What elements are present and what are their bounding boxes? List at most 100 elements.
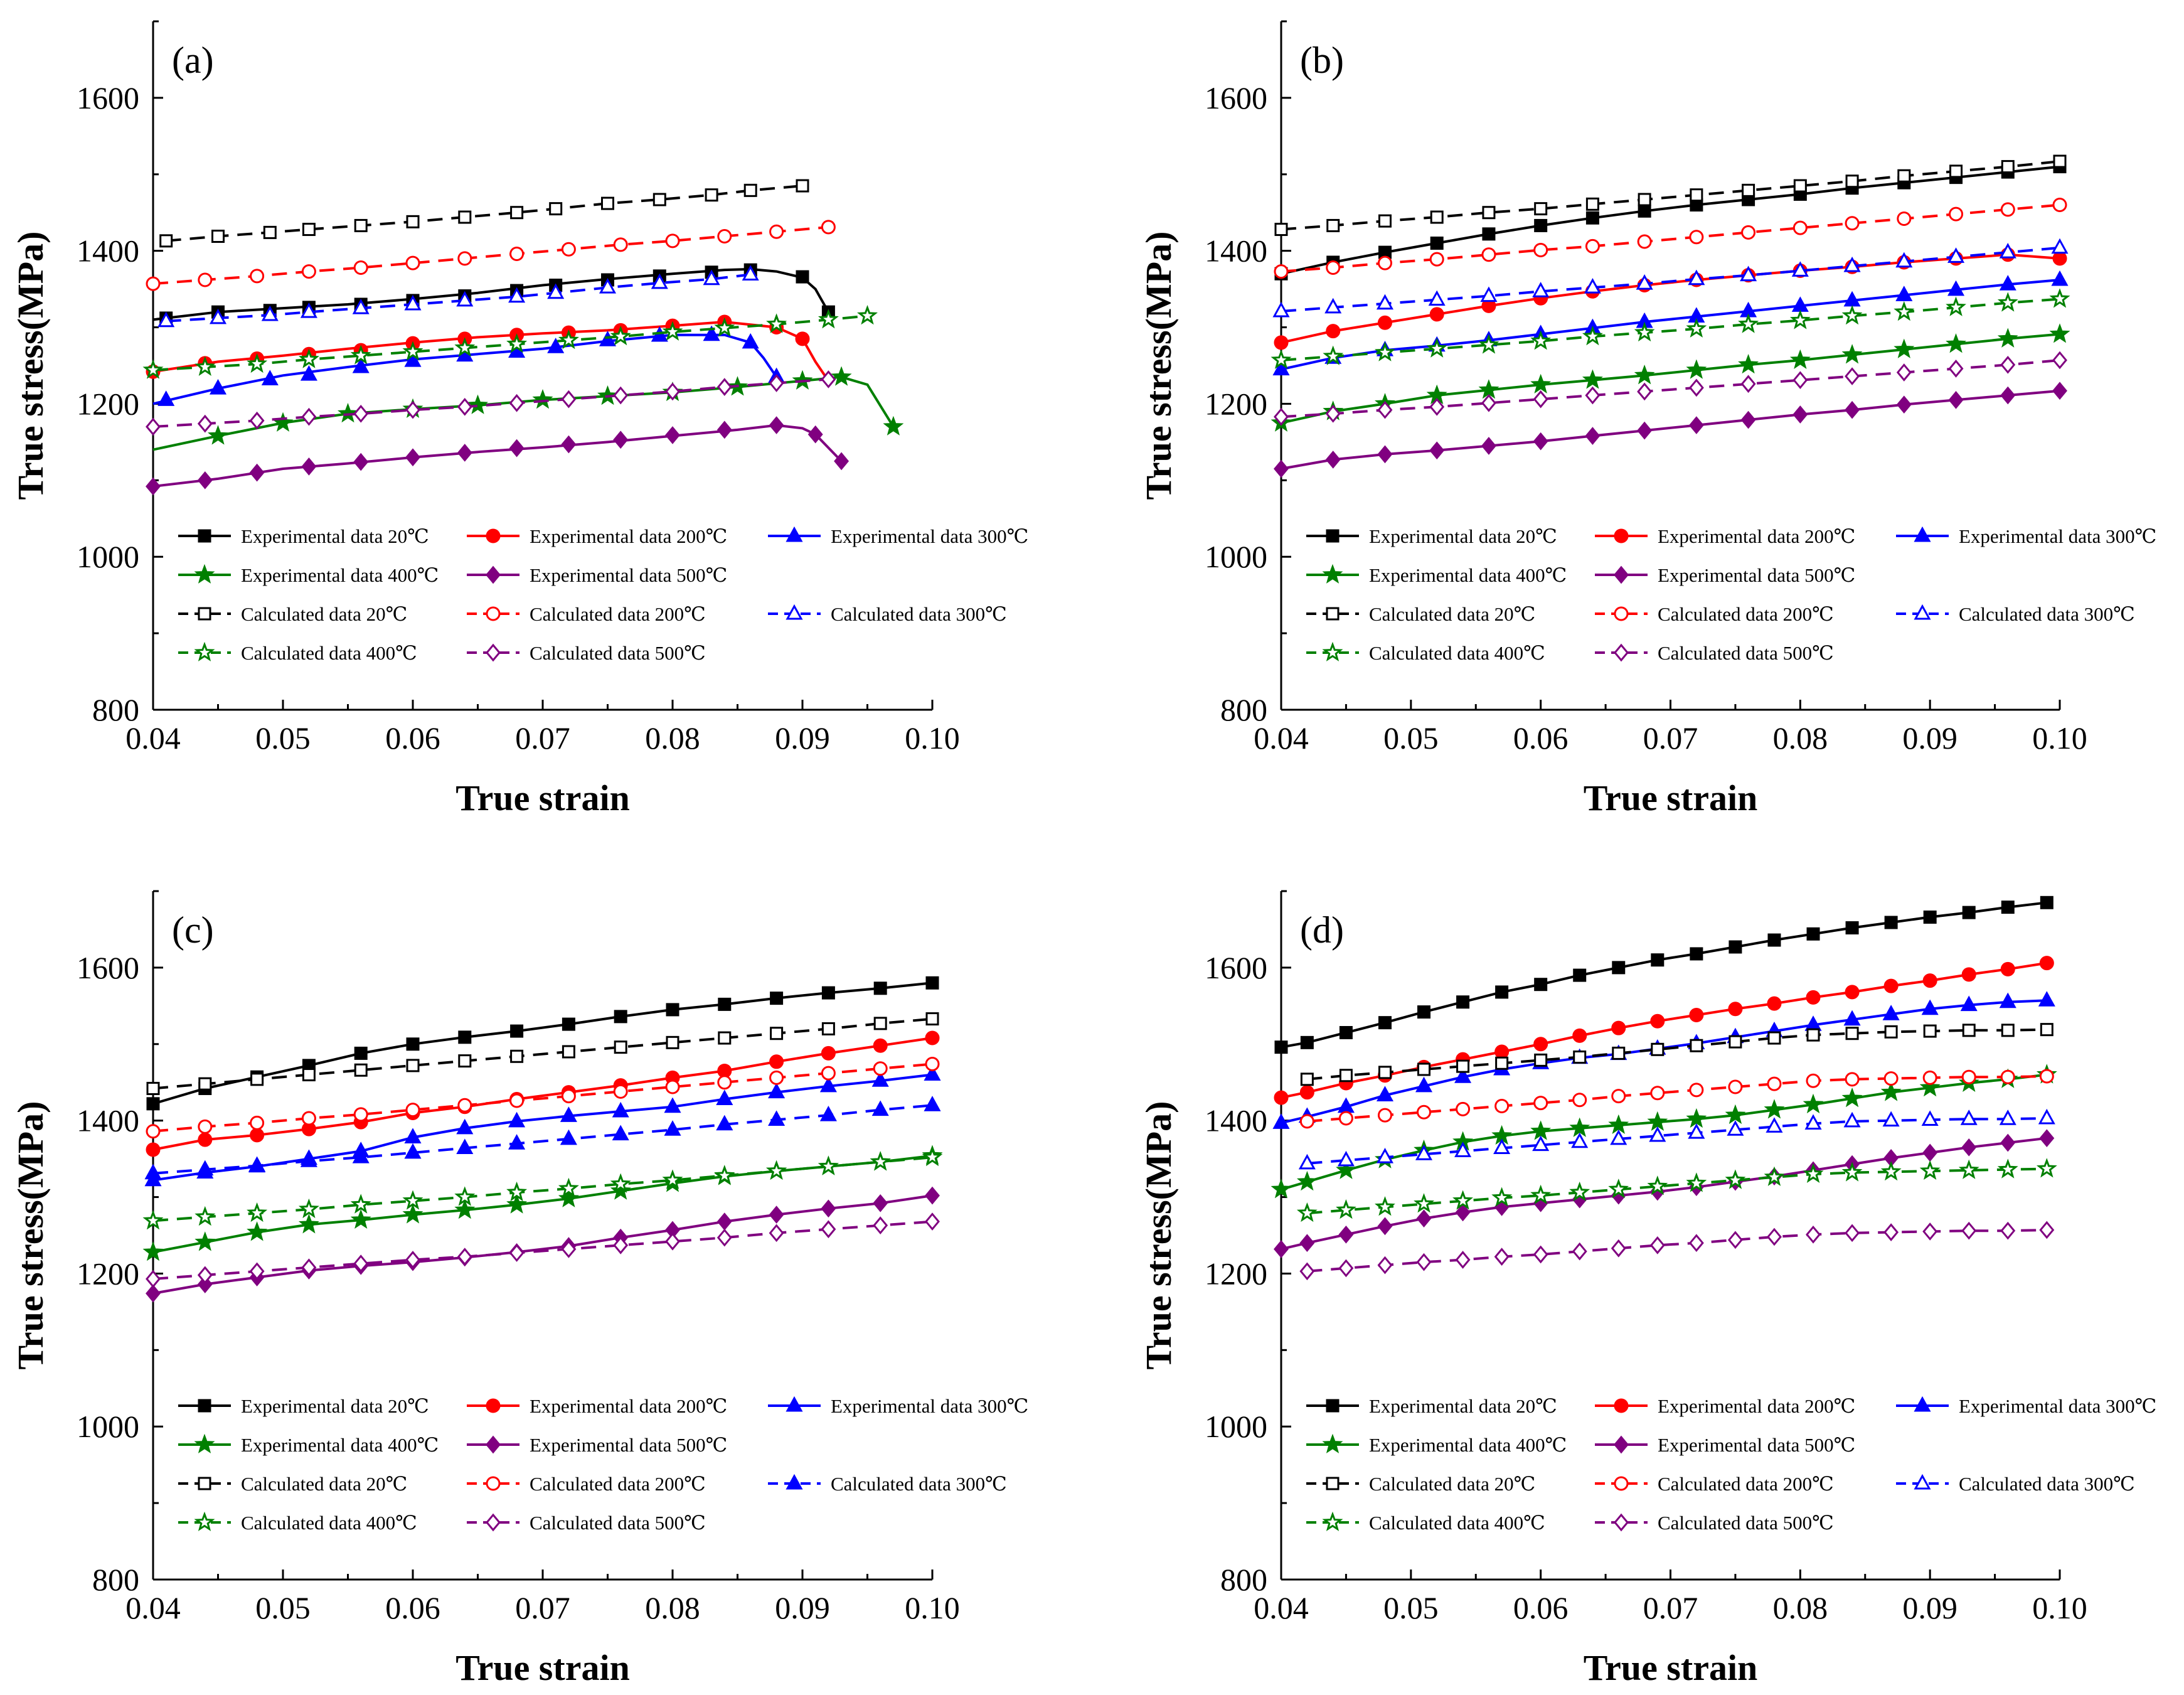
data-point-calc20: [302, 1068, 316, 1082]
data-point-calc300: [1740, 265, 1757, 282]
data-point-exp500: [1533, 432, 1548, 451]
data-point-calc400: [1764, 1166, 1785, 1186]
legend-marker: [1322, 1433, 1343, 1453]
data-point-exp20: [1482, 227, 1496, 241]
series-calc300: [157, 265, 759, 328]
legend-label: Calculated data 200℃: [1658, 603, 1834, 625]
data-point-exp20: [458, 1030, 472, 1044]
data-point-calc20: [1585, 197, 1599, 211]
legend-item-calc400: Calculated data 400℃: [1306, 1511, 1545, 1534]
data-point-exp200: [1274, 1090, 1289, 1105]
data-point-calc200: [1326, 260, 1341, 275]
legend-marker: [1914, 526, 1931, 542]
data-point-calc400: [194, 1206, 216, 1226]
data-point-calc20: [406, 215, 420, 228]
legend-marker: [1614, 1435, 1629, 1454]
data-point-exp400: [883, 415, 904, 436]
chart-panel-b: 800 1000 1200 1400 1600 0.04 0.05 0.06 0.07 0.08 0…: [1138, 20, 2156, 818]
data-point-calc20: [1300, 1072, 1314, 1086]
legend-item-calc500: Calculated data 500℃: [467, 642, 706, 664]
data-point-exp500: [1792, 405, 1808, 424]
legend-marker: [198, 607, 211, 621]
data-point-exp400: [1841, 344, 1863, 364]
legend-item-calc200: Calculated data 200℃: [1595, 1473, 1834, 1495]
data-point-exp500: [1896, 395, 1912, 414]
data-point-exp20: [718, 997, 732, 1011]
data-point-exp20: [1612, 961, 1626, 975]
data-point-calc400: [2049, 288, 2070, 308]
panel-label: (c): [172, 909, 214, 951]
data-point-calc400: [402, 341, 423, 361]
series-exp500: [146, 416, 850, 496]
series-line-exp20: [1281, 165, 2060, 275]
legend-item-calc20: Calculated data 20℃: [1306, 603, 1535, 625]
data-point-calc20: [653, 193, 666, 206]
data-point-calc200: [665, 1079, 680, 1094]
data-point-calc300: [144, 1163, 162, 1180]
data-point-calc300: [1947, 247, 1965, 263]
data-point-exp400: [1296, 1170, 1318, 1191]
legend: Experimental data 20℃ Experimental data 2…: [178, 525, 1028, 664]
data-point-calc500: [665, 1232, 680, 1251]
data-point-calc20: [562, 1045, 575, 1059]
data-point-calc400: [350, 345, 371, 365]
series-calc400: [1296, 1158, 2057, 1222]
data-point-exp20: [146, 1097, 160, 1111]
data-point-calc400: [506, 333, 528, 353]
data-point-calc20: [406, 1059, 420, 1072]
data-point-calc500: [405, 400, 420, 419]
data-point-calc400: [1530, 330, 1552, 350]
data-point-exp200: [1377, 315, 1392, 330]
data-point-calc400: [1336, 1199, 1356, 1219]
legend-label: Experimental data 300℃: [1959, 525, 2156, 547]
data-point-exp300: [924, 1065, 941, 1081]
data-point-calc400: [558, 329, 579, 350]
data-point-calc300: [1921, 1110, 1939, 1126]
data-point-calc200: [613, 237, 628, 252]
data-point-calc20: [1962, 1024, 1976, 1037]
data-point-calc500: [353, 1254, 369, 1273]
data-point-exp300: [2038, 991, 2055, 1007]
data-point-exp200: [769, 1054, 784, 1069]
legend-item-calc300: Calculated data 300℃: [768, 603, 1007, 625]
legend-label: Experimental data 400℃: [1369, 1434, 1567, 1456]
data-point-exp500: [1274, 1240, 1289, 1258]
panels: 800 1000 1200 1400 1600 0.04 0.05 0.06 0.07 0.08 0…: [10, 20, 2156, 1688]
data-point-exp300: [1947, 280, 1965, 296]
legend-marker: [786, 604, 803, 620]
legend-marker: [486, 528, 501, 543]
data-point-exp200: [1429, 307, 1444, 322]
data-point-exp500: [613, 430, 629, 449]
data-point-exp20: [614, 1010, 627, 1024]
data-point-exp400: [142, 1241, 164, 1261]
legend-item-calc500: Calculated data 500℃: [467, 1512, 706, 1534]
data-point-exp20: [1806, 927, 1820, 941]
data-point-calc500: [561, 390, 577, 409]
data-point-calc20: [1534, 1053, 1548, 1067]
data-point-calc20: [614, 1040, 627, 1054]
data-point-calc200: [1689, 1083, 1704, 1098]
data-point-exp200: [795, 331, 810, 346]
data-point-exp300: [1454, 1067, 1472, 1083]
data-point-calc500: [1338, 1259, 1354, 1278]
legend-item-exp300: Experimental data 300℃: [1896, 1395, 2156, 1417]
legend-label: Experimental data 300℃: [831, 1395, 1028, 1417]
data-point-exp20: [873, 981, 887, 995]
data-point-calc500: [821, 1220, 836, 1239]
legend-marker: [1614, 1398, 1629, 1413]
data-point-calc500: [1533, 390, 1548, 409]
data-point-calc20: [743, 183, 757, 197]
data-point-calc400: [1919, 1160, 1941, 1180]
data-point-calc500: [561, 1240, 577, 1258]
data-point-exp200: [250, 1128, 265, 1143]
legend-marker: [1614, 1513, 1629, 1532]
data-point-exp400: [402, 1204, 423, 1224]
data-point-exp500: [834, 452, 850, 471]
data-point-calc300: [716, 1115, 733, 1131]
data-point-exp400: [1738, 353, 1759, 374]
data-point-calc200: [1585, 238, 1600, 254]
y-axis-title: True stress(MPa): [1138, 232, 1179, 500]
data-point-exp400: [338, 402, 358, 423]
series-line-calc200: [152, 225, 829, 286]
legend-marker: [486, 606, 501, 621]
